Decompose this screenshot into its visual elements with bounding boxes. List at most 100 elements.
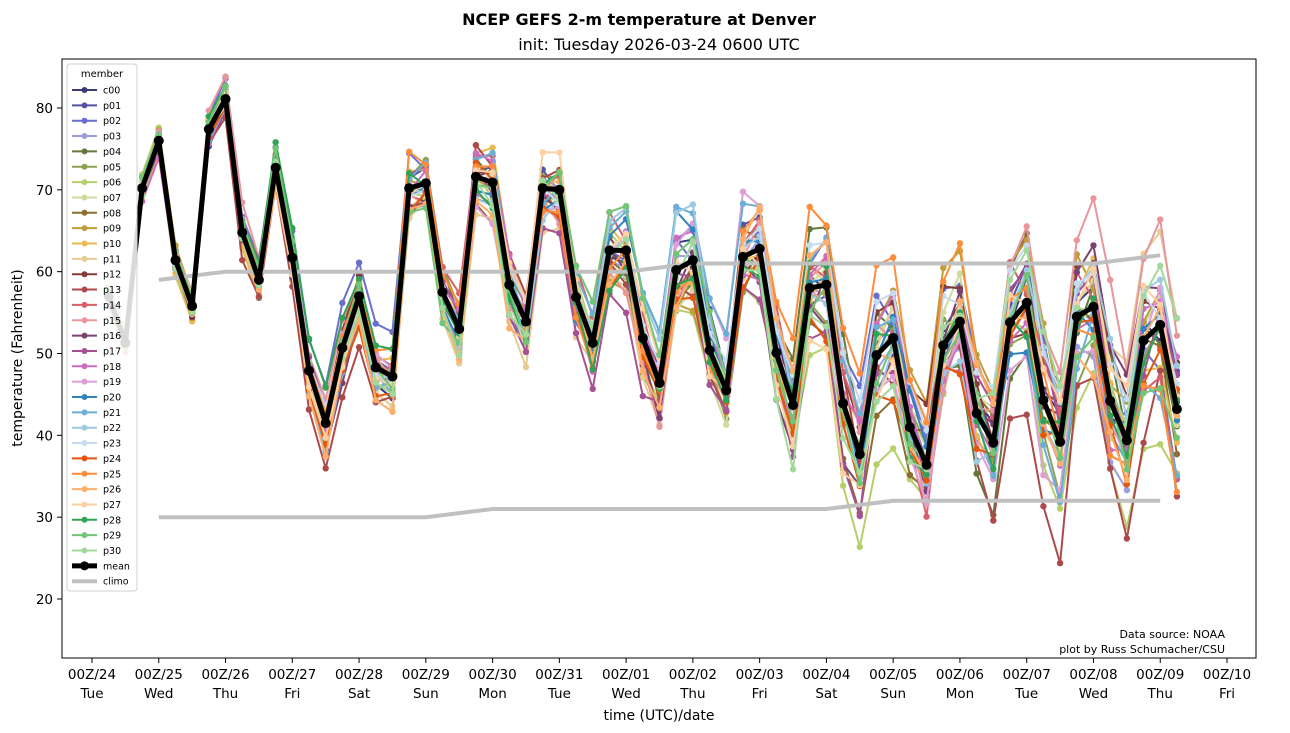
member-point: [773, 366, 780, 374]
member-point: [1123, 535, 1131, 542]
member-point: [239, 256, 246, 264]
x-tick-label-day: Fri: [1219, 686, 1235, 702]
x-tick-label-time: 00Z/28: [335, 667, 383, 683]
mean-point: [821, 279, 832, 290]
mean-point: [687, 255, 698, 266]
x-tick-label-day: Thu: [212, 686, 238, 702]
y-tick-label: 20: [36, 592, 53, 608]
legend-label: mean: [103, 561, 130, 572]
member-point: [1173, 434, 1181, 441]
mean-point: [187, 301, 198, 312]
x-tick-label-day: Tue: [79, 686, 103, 702]
member-point: [1140, 282, 1147, 290]
member-point: [522, 348, 530, 356]
mean-point: [337, 342, 348, 353]
member-point: [1040, 441, 1047, 449]
member-series-p23: [105, 100, 1181, 434]
mean-point: [721, 385, 732, 396]
member-point: [1056, 382, 1064, 390]
legend-item-p21: p21: [72, 408, 121, 419]
member-point: [222, 73, 229, 80]
data-source-credit: Data source: NOAA: [1119, 628, 1225, 641]
member-point: [1140, 389, 1147, 397]
mean-point: [654, 377, 665, 388]
member-point: [940, 323, 947, 331]
legend-item-p25: p25: [72, 469, 121, 480]
mean-point: [771, 347, 782, 358]
member-point: [1106, 428, 1114, 436]
legend-marker: [81, 394, 88, 400]
x-tick-label-day: Mon: [478, 686, 506, 702]
climo-lines: [158, 253, 1161, 520]
member-point: [956, 371, 964, 378]
legend-item-mean: mean: [72, 561, 130, 572]
member-point: [589, 298, 596, 305]
member-point: [322, 384, 329, 391]
member-point: [706, 373, 713, 380]
member-point: [906, 458, 914, 466]
member-point: [756, 203, 763, 211]
x-tick-label-time: 00Z/31: [535, 667, 583, 683]
y-axis-label: temperature (Fahrenheit): [10, 269, 26, 446]
member-point: [906, 471, 914, 479]
mean-point: [153, 135, 164, 146]
mean-point: [587, 337, 598, 348]
member-point: [689, 226, 697, 233]
member-point: [756, 296, 763, 303]
member-point: [789, 335, 797, 342]
member-point: [773, 395, 780, 403]
legend-item-p12: p12: [72, 270, 121, 281]
member-point: [322, 453, 329, 460]
legend-label: p06: [103, 178, 121, 189]
member-point: [1106, 452, 1114, 459]
member-point: [1157, 374, 1164, 381]
legend-title: member: [81, 69, 124, 80]
legend-marker: [81, 133, 88, 140]
mean-point: [1055, 436, 1066, 447]
x-tick-label-day: Thu: [679, 686, 705, 702]
member-series-p22: [105, 89, 1181, 486]
member-point: [1140, 439, 1147, 446]
member-point: [1006, 267, 1014, 274]
member-point: [990, 449, 997, 457]
mean-point: [671, 265, 682, 276]
member-point: [272, 139, 279, 146]
member-point: [923, 513, 930, 520]
mean-point: [504, 279, 515, 290]
legend-label: p30: [103, 546, 121, 557]
member-point: [1073, 280, 1080, 287]
mean-point: [938, 340, 949, 351]
member-point: [1140, 382, 1147, 389]
member-point: [1123, 382, 1131, 389]
member-point: [806, 241, 813, 249]
member-point: [1040, 471, 1047, 479]
legend-label: p01: [103, 101, 121, 112]
mean-point: [370, 362, 381, 373]
member-point: [1140, 292, 1147, 300]
member-point: [856, 480, 863, 487]
mean-point: [971, 408, 982, 419]
legend-marker: [81, 317, 88, 324]
mean-point: [704, 345, 715, 356]
x-axis-label: time (UTC)/date: [603, 708, 714, 724]
member-point: [856, 417, 863, 425]
legend-label: p23: [103, 439, 121, 450]
member-point: [1056, 455, 1064, 462]
member-point: [622, 309, 630, 317]
member-point: [956, 288, 964, 295]
member-point: [522, 338, 530, 346]
member-point: [339, 314, 346, 322]
member-point: [1157, 216, 1164, 223]
member-point: [506, 311, 513, 318]
member-point: [1173, 417, 1181, 424]
legend-label: c00: [103, 86, 120, 97]
member-point: [272, 145, 279, 152]
legend-item-p01: p01: [72, 101, 121, 112]
member-point: [489, 144, 496, 151]
member-point: [823, 239, 830, 246]
member-point: [1040, 328, 1047, 335]
mean-point: [1138, 335, 1149, 346]
member-point: [1040, 365, 1047, 373]
member-point: [723, 335, 730, 342]
member-point: [990, 389, 997, 397]
